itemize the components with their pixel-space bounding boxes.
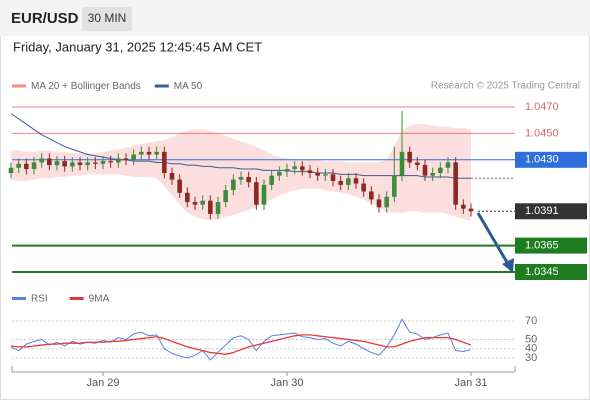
source: Research © 2025 Trading Central <box>431 81 580 92</box>
candle-body <box>185 192 190 203</box>
y-tick-label: 40 <box>525 343 537 355</box>
candle-body <box>47 158 52 166</box>
candle-body <box>77 162 83 166</box>
candle-body <box>461 204 466 209</box>
candle-body <box>261 184 267 205</box>
level-box <box>515 264 587 280</box>
candle-body <box>438 167 443 173</box>
candle-body <box>376 199 382 208</box>
x-tick-label: Jan 29 <box>86 377 119 389</box>
candle-body <box>223 190 228 203</box>
candle-body <box>123 158 129 160</box>
candle-body <box>54 161 60 166</box>
candle-body <box>162 151 167 173</box>
candle-body <box>31 162 37 170</box>
level-label: 1.0470 <box>525 101 559 113</box>
candle-body <box>292 166 297 170</box>
candle-body <box>445 162 451 168</box>
candle-body <box>323 174 328 176</box>
legend-label: 9MA <box>89 294 110 305</box>
candle-body <box>300 166 305 171</box>
candle-body <box>315 173 320 176</box>
level-box <box>515 237 587 254</box>
level-label: 1.0391 <box>525 205 559 217</box>
y-tick-label: 30 <box>525 352 537 364</box>
level-box <box>515 151 587 168</box>
interval: 30 MIN <box>88 11 127 25</box>
y-tick-label: 50 <box>525 333 537 345</box>
candle-body <box>254 182 259 205</box>
candle-body <box>154 151 159 155</box>
candle-body <box>307 170 313 173</box>
candle-body <box>62 161 67 167</box>
candle-body <box>8 167 14 173</box>
candle-body <box>330 174 336 181</box>
candle-body <box>346 178 351 185</box>
candle-body <box>39 158 44 163</box>
candle-body <box>238 176 244 180</box>
candle-body <box>422 165 428 176</box>
candle-body <box>169 173 175 180</box>
candle-body <box>177 179 182 193</box>
level-label: 1.0450 <box>525 127 559 139</box>
candle-body <box>131 154 136 160</box>
candle-body <box>269 175 274 185</box>
candle-body <box>384 196 389 208</box>
candle-body <box>468 208 474 212</box>
candle-body <box>146 151 152 155</box>
legend-label: MA 20 + Bollinger Bands <box>31 81 141 92</box>
level-label: 1.0345 <box>525 266 559 278</box>
candle-body <box>284 169 290 172</box>
candle-body <box>392 175 397 197</box>
candle-body <box>200 200 205 205</box>
candle-body <box>116 158 121 163</box>
candle-body <box>231 179 236 191</box>
candle-body <box>277 171 282 176</box>
candle-body <box>430 173 435 176</box>
plot: MA 20 + Bollinger Bands MA 50 1.0470 1.0450… <box>8 81 587 389</box>
x-tick-label: Jan 31 <box>454 377 487 389</box>
x-tick-label: Jan 30 <box>270 377 303 389</box>
candle-body <box>415 162 420 166</box>
forecast-arrow <box>476 212 510 265</box>
candle-body <box>192 202 198 205</box>
legend-label: RSI <box>31 294 48 305</box>
candle-body <box>108 161 113 163</box>
candle-body <box>70 162 75 167</box>
level-label: 1.0365 <box>525 240 559 252</box>
candle-body <box>24 163 29 170</box>
y-tick-label: 70 <box>525 315 537 327</box>
candle-body <box>399 151 405 176</box>
arrow-head <box>502 258 514 273</box>
symbol: EUR/USD <box>11 10 79 27</box>
candle-body <box>93 162 98 164</box>
candle-body <box>453 162 458 205</box>
legend-swatch <box>69 297 84 300</box>
candle-body <box>85 162 90 166</box>
legend-swatch <box>154 84 169 88</box>
candle-body <box>407 151 412 163</box>
candle-body <box>100 161 106 164</box>
candle-body <box>16 163 21 168</box>
level-label: 1.0430 <box>525 154 559 166</box>
legend-swatch <box>12 84 26 88</box>
timestamp: Friday, January 31, 2025 12:45:45 AM CET <box>13 39 262 54</box>
interval-badge <box>82 7 132 31</box>
candle-body <box>369 191 374 200</box>
indicator-line <box>10 334 472 355</box>
legend-label: MA 50 <box>174 81 203 92</box>
legend-swatch <box>12 297 26 300</box>
candle-body <box>246 176 251 183</box>
candle-body <box>361 183 366 192</box>
candle-body <box>215 202 221 214</box>
candle-body <box>338 180 343 185</box>
level-box <box>515 203 587 220</box>
candle-body <box>353 178 359 184</box>
candle-body <box>139 151 144 155</box>
candle-body <box>208 200 213 214</box>
